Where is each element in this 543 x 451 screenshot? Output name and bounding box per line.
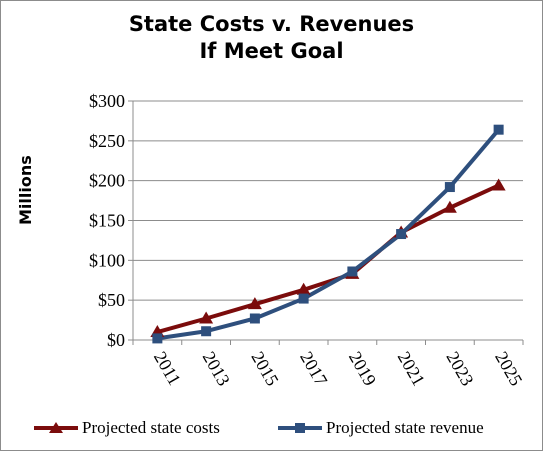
legend: Projected state costs Projected state re… [0,412,543,442]
y-tick-label: $0 [107,330,125,350]
y-tick-label: $200 [89,171,125,191]
x-tick-label: 2015 [247,348,282,389]
chart-subtitle: If Meet Goal [199,39,344,63]
y-tick-label: $100 [89,250,125,270]
revenue-point [201,326,212,337]
chart-title: State Costs v. Revenues [128,12,415,36]
legend-label-revenue: Projected state revenue [326,418,484,437]
costs-point [491,178,506,191]
legend-label-costs: Projected state costs [82,418,220,437]
costs-point [296,282,311,295]
legend-item-costs: Projected state costs [34,418,220,438]
costs-point [442,200,457,213]
revenue-point [152,333,163,344]
x-tick-label: 2017 [296,348,331,389]
legend-item-revenue: Projected state revenue [278,418,484,438]
y-tick-label: $50 [98,290,125,310]
revenue-point [347,266,358,277]
x-tick-label: 2013 [199,348,234,389]
revenue-point [493,124,504,135]
x-tick-label: 2019 [345,348,380,389]
x-tick-label: 2023 [442,348,477,389]
legend-marker-revenue [278,423,322,433]
legend-marker-costs [34,422,78,433]
revenue-point [444,182,455,193]
x-tick-label: 2021 [394,348,429,389]
x-tick-label: 2025 [491,348,526,389]
costs-point [199,311,214,324]
costs-point [247,297,262,310]
revenue-line [157,128,501,341]
y-tick-label: $250 [89,131,125,151]
revenue-point [249,313,260,324]
y-tick-label: $150 [89,211,125,231]
revenue-point [298,293,309,304]
y-tick-label: $300 [89,91,125,111]
x-tick-label: 2011 [150,348,185,389]
costs-line [156,183,500,334]
revenue-point [396,229,407,240]
